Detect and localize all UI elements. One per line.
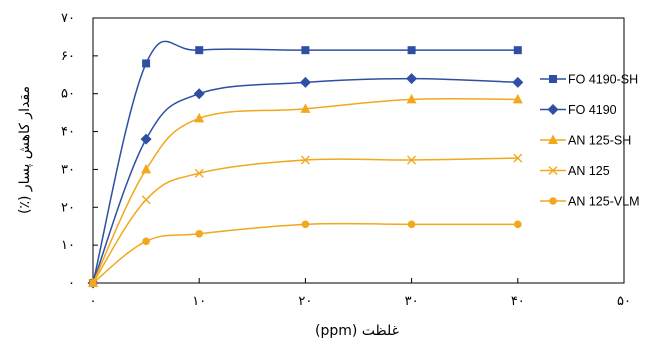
data-point xyxy=(512,76,524,88)
y-axis-title: مقدار کاهش پسار (٪) xyxy=(17,86,33,214)
data-point xyxy=(141,163,152,174)
x-tick-label: ۰ xyxy=(90,294,97,309)
x-tick-label: ۴۰ xyxy=(511,294,525,309)
legend-item: FO 4190-SH xyxy=(540,73,638,87)
series-line xyxy=(92,157,518,284)
legend-label: AN 125 xyxy=(568,164,610,178)
legend-marker xyxy=(547,104,559,115)
series-an-125-sh xyxy=(88,93,523,287)
plot-frame xyxy=(92,17,625,284)
data-point xyxy=(193,88,205,100)
data-point xyxy=(299,76,311,88)
x-axis-title: غلظت (ppm) xyxy=(315,323,399,339)
legend-marker xyxy=(548,166,558,175)
data-point xyxy=(194,168,204,178)
data-point xyxy=(514,220,522,229)
legend-marker xyxy=(548,134,558,144)
series-line xyxy=(92,222,518,284)
legend-marker xyxy=(549,75,557,83)
legend-item: AN 125-SH xyxy=(540,134,631,148)
y-tick-label: ۷۰ xyxy=(61,11,75,26)
x-tick-label: ۱۰ xyxy=(192,294,206,309)
legend-item: AN 125 xyxy=(540,164,610,178)
y-tick-label: ۴۰ xyxy=(61,125,75,140)
y-tick-label: ۶۰ xyxy=(61,49,75,64)
data-point xyxy=(513,153,523,163)
series-line xyxy=(92,97,518,284)
data-point xyxy=(89,279,97,287)
x-tick-label: ۳۰ xyxy=(405,294,419,309)
y-tick-label: ۰ xyxy=(68,276,75,291)
data-point xyxy=(407,46,416,55)
y-tick-label: ۱۰ xyxy=(61,238,75,253)
data-point xyxy=(142,59,151,68)
legend-label: AN 125-VLM xyxy=(568,195,640,209)
series-group xyxy=(87,40,524,289)
data-point xyxy=(195,229,203,238)
data-point xyxy=(513,46,522,55)
x-axis: ۰ ۱۰ ۲۰ ۳۰ ۴۰ ۵۰ xyxy=(90,278,631,309)
plot-area xyxy=(92,17,625,284)
legend-label: FO 4190 xyxy=(568,103,617,117)
x-tick-label: ۲۰ xyxy=(298,294,312,309)
legend-label: FO 4190-SH xyxy=(568,73,638,87)
data-point xyxy=(140,133,152,145)
data-point xyxy=(301,46,310,55)
legend-label: AN 125-SH xyxy=(568,134,631,148)
legend-item: FO 4190 xyxy=(540,103,617,117)
data-point xyxy=(194,112,205,123)
data-point xyxy=(406,93,417,104)
data-point xyxy=(300,155,310,165)
y-tick-label: ۵۰ xyxy=(61,87,75,102)
data-point xyxy=(195,46,204,55)
y-tick-label: ۲۰ xyxy=(61,200,75,215)
data-point xyxy=(301,220,310,229)
y-tick-label: ۳۰ xyxy=(61,162,75,177)
data-point xyxy=(406,73,418,85)
data-point xyxy=(407,155,417,165)
y-axis: ۰ ۱۰ ۲۰ ۳۰ ۴۰ ۵۰ ۶۰ ۷۰ xyxy=(61,11,98,291)
data-point xyxy=(142,237,150,246)
data-point xyxy=(141,195,151,205)
series-line xyxy=(92,77,518,284)
x-tick-label: ۵۰ xyxy=(617,294,631,309)
data-point xyxy=(300,103,311,113)
series-an-125-vlm xyxy=(89,220,522,287)
series-fo-4190 xyxy=(87,73,524,289)
legend-item: AN 125-VLM xyxy=(540,195,640,209)
legend: FO 4190-SH FO 4190 AN 125-SH AN 125 AN 125-V… xyxy=(540,73,640,209)
legend-marker xyxy=(549,197,557,205)
data-point xyxy=(512,93,523,104)
data-point xyxy=(407,220,416,229)
